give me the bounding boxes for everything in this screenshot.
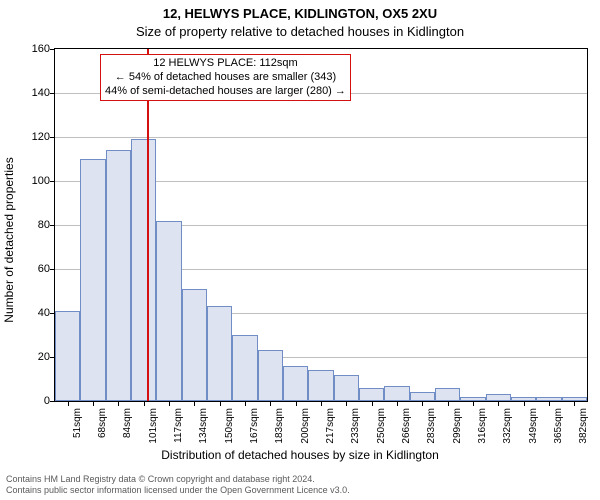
- x-tick-label: 167sqm: [249, 408, 260, 444]
- x-tick-label: 283sqm: [426, 408, 437, 444]
- x-tick-mark: [245, 402, 246, 406]
- x-tick-label: 233sqm: [350, 408, 361, 444]
- y-tick-mark: [50, 93, 54, 94]
- y-tick-mark: [50, 181, 54, 182]
- y-tick-mark: [50, 137, 54, 138]
- callout-box: 12 HELWYS PLACE: 112sqm ← 54% of detache…: [100, 54, 351, 101]
- histogram-bar: [232, 335, 257, 401]
- histogram-bar: [131, 139, 156, 401]
- y-tick-mark: [50, 225, 54, 226]
- histogram-bar: [359, 388, 384, 401]
- x-tick-mark: [144, 402, 145, 406]
- footer-line-1: Contains HM Land Registry data © Crown c…: [6, 474, 594, 485]
- y-tick-label: 60: [10, 263, 50, 275]
- x-tick-mark: [498, 402, 499, 406]
- x-tick-mark: [68, 402, 69, 406]
- x-tick-label: 382sqm: [578, 408, 589, 444]
- x-tick-mark: [346, 402, 347, 406]
- y-tick-mark: [50, 49, 54, 50]
- x-tick-mark: [169, 402, 170, 406]
- grid-line: [55, 137, 587, 138]
- x-tick-mark: [473, 402, 474, 406]
- histogram-bar: [511, 397, 536, 401]
- y-tick-mark: [50, 401, 54, 402]
- x-tick-label: 266sqm: [401, 408, 412, 444]
- y-tick-label: 40: [10, 307, 50, 319]
- x-tick-mark: [524, 402, 525, 406]
- histogram-bar: [334, 375, 359, 401]
- title-main: 12, HELWYS PLACE, KIDLINGTON, OX5 2XU: [0, 6, 600, 21]
- chart-container: 12, HELWYS PLACE, KIDLINGTON, OX5 2XU Si…: [0, 0, 600, 500]
- y-tick-mark: [50, 357, 54, 358]
- x-tick-label: 183sqm: [274, 408, 285, 444]
- histogram-bar: [55, 311, 80, 401]
- histogram-bar: [486, 394, 511, 401]
- x-tick-label: 316sqm: [477, 408, 488, 444]
- y-tick-label: 20: [10, 351, 50, 363]
- x-tick-mark: [372, 402, 373, 406]
- x-tick-mark: [194, 402, 195, 406]
- callout-line-2: ← 54% of detached houses are smaller (34…: [105, 71, 346, 85]
- histogram-bar: [207, 306, 232, 401]
- histogram-bar: [156, 221, 181, 401]
- x-tick-label: 51sqm: [72, 408, 83, 438]
- histogram-bar: [536, 397, 561, 401]
- x-axis-label: Distribution of detached houses by size …: [0, 448, 600, 462]
- histogram-bar: [283, 366, 308, 401]
- histogram-bar: [460, 397, 485, 401]
- x-tick-mark: [93, 402, 94, 406]
- footer-line-2: Contains public sector information licen…: [6, 485, 594, 496]
- histogram-bar: [562, 397, 587, 401]
- callout-line-3: 44% of semi-detached houses are larger (…: [105, 85, 346, 99]
- y-tick-label: 100: [10, 175, 50, 187]
- y-tick-mark: [50, 269, 54, 270]
- title-sub: Size of property relative to detached ho…: [0, 24, 600, 39]
- x-tick-label: 150sqm: [224, 408, 235, 444]
- y-tick-label: 0: [10, 395, 50, 407]
- x-tick-label: 134sqm: [198, 408, 209, 444]
- y-tick-label: 140: [10, 87, 50, 99]
- histogram-bar: [106, 150, 131, 401]
- x-tick-label: 101sqm: [148, 408, 159, 444]
- guideline-marker: [147, 49, 149, 401]
- x-tick-mark: [397, 402, 398, 406]
- x-tick-label: 349sqm: [528, 408, 539, 444]
- x-tick-mark: [448, 402, 449, 406]
- histogram-bar: [182, 289, 207, 401]
- y-tick-label: 160: [10, 43, 50, 55]
- x-tick-mark: [118, 402, 119, 406]
- x-tick-mark: [321, 402, 322, 406]
- x-tick-label: 68sqm: [97, 408, 108, 438]
- histogram-bar: [80, 159, 105, 401]
- y-tick-label: 80: [10, 219, 50, 231]
- histogram-bar: [308, 370, 333, 401]
- x-tick-label: 84sqm: [122, 408, 133, 438]
- x-tick-mark: [422, 402, 423, 406]
- x-tick-mark: [220, 402, 221, 406]
- histogram-bar: [410, 392, 435, 401]
- x-tick-label: 200sqm: [300, 408, 311, 444]
- histogram-bar: [258, 350, 283, 401]
- x-tick-mark: [270, 402, 271, 406]
- x-tick-label: 299sqm: [452, 408, 463, 444]
- y-tick-label: 120: [10, 131, 50, 143]
- x-tick-mark: [574, 402, 575, 406]
- x-tick-mark: [296, 402, 297, 406]
- x-tick-mark: [549, 402, 550, 406]
- x-tick-label: 217sqm: [325, 408, 336, 444]
- x-tick-label: 117sqm: [173, 408, 184, 443]
- x-tick-label: 250sqm: [376, 408, 387, 444]
- x-tick-label: 365sqm: [553, 408, 564, 444]
- y-tick-mark: [50, 313, 54, 314]
- footer-attribution: Contains HM Land Registry data © Crown c…: [6, 474, 594, 497]
- callout-line-1: 12 HELWYS PLACE: 112sqm: [105, 57, 346, 71]
- y-axis-label: Number of detached properties: [2, 75, 16, 240]
- x-tick-label: 332sqm: [502, 408, 513, 444]
- histogram-bar: [435, 388, 460, 401]
- histogram-bar: [384, 386, 409, 401]
